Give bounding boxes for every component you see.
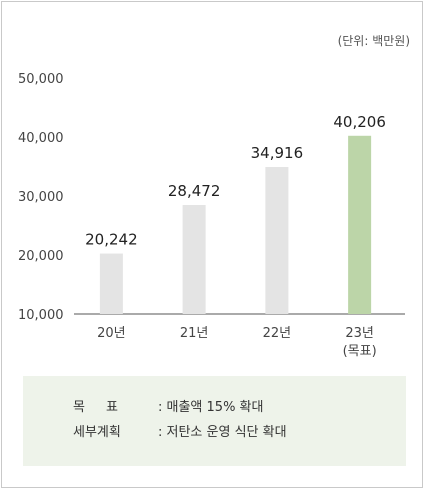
- info-row-plan: 세부계획 : 저탄소 운영 식단 확대: [73, 420, 406, 445]
- y-tick-label: 10,000: [18, 308, 64, 323]
- data-label: 20,242: [85, 231, 138, 249]
- info-text-goal: : 매출액 15% 확대: [158, 400, 264, 415]
- y-tick-label: 50,000: [18, 72, 64, 87]
- info-row-goal: 목표 : 매출액 15% 확대: [73, 395, 406, 420]
- x-tick-label: 21년: [180, 326, 209, 341]
- y-tick-label: 40,000: [18, 131, 64, 146]
- x-tick-sublabel: (목표): [343, 344, 377, 359]
- data-label: 28,472: [168, 182, 221, 200]
- info-label-plan: 세부계획: [73, 425, 121, 440]
- data-label: 40,206: [333, 113, 386, 131]
- y-tick-label: 20,000: [18, 249, 64, 264]
- bar: [265, 166, 289, 314]
- info-label-goal: 목표: [73, 400, 139, 415]
- bar: [348, 135, 372, 314]
- x-tick-label: 22년: [263, 326, 292, 341]
- x-tick-label: 20년: [97, 326, 126, 341]
- data-label: 34,916: [251, 144, 304, 162]
- info-box: 목표 : 매출액 15% 확대 세부계획 : 저탄소 운영 식단 확대: [23, 376, 406, 466]
- bar-chart: 10,000 20,000 30,000 40,000 50,000 20,242 20년 2…: [18, 72, 405, 359]
- unit-label: (단위: 백만원): [337, 34, 410, 48]
- bar: [182, 205, 206, 314]
- y-tick-label: 30,000: [18, 190, 64, 205]
- bar: [99, 253, 123, 314]
- x-tick-label: 23년: [345, 326, 374, 341]
- info-text-plan: : 저탄소 운영 식단 확대: [158, 425, 287, 440]
